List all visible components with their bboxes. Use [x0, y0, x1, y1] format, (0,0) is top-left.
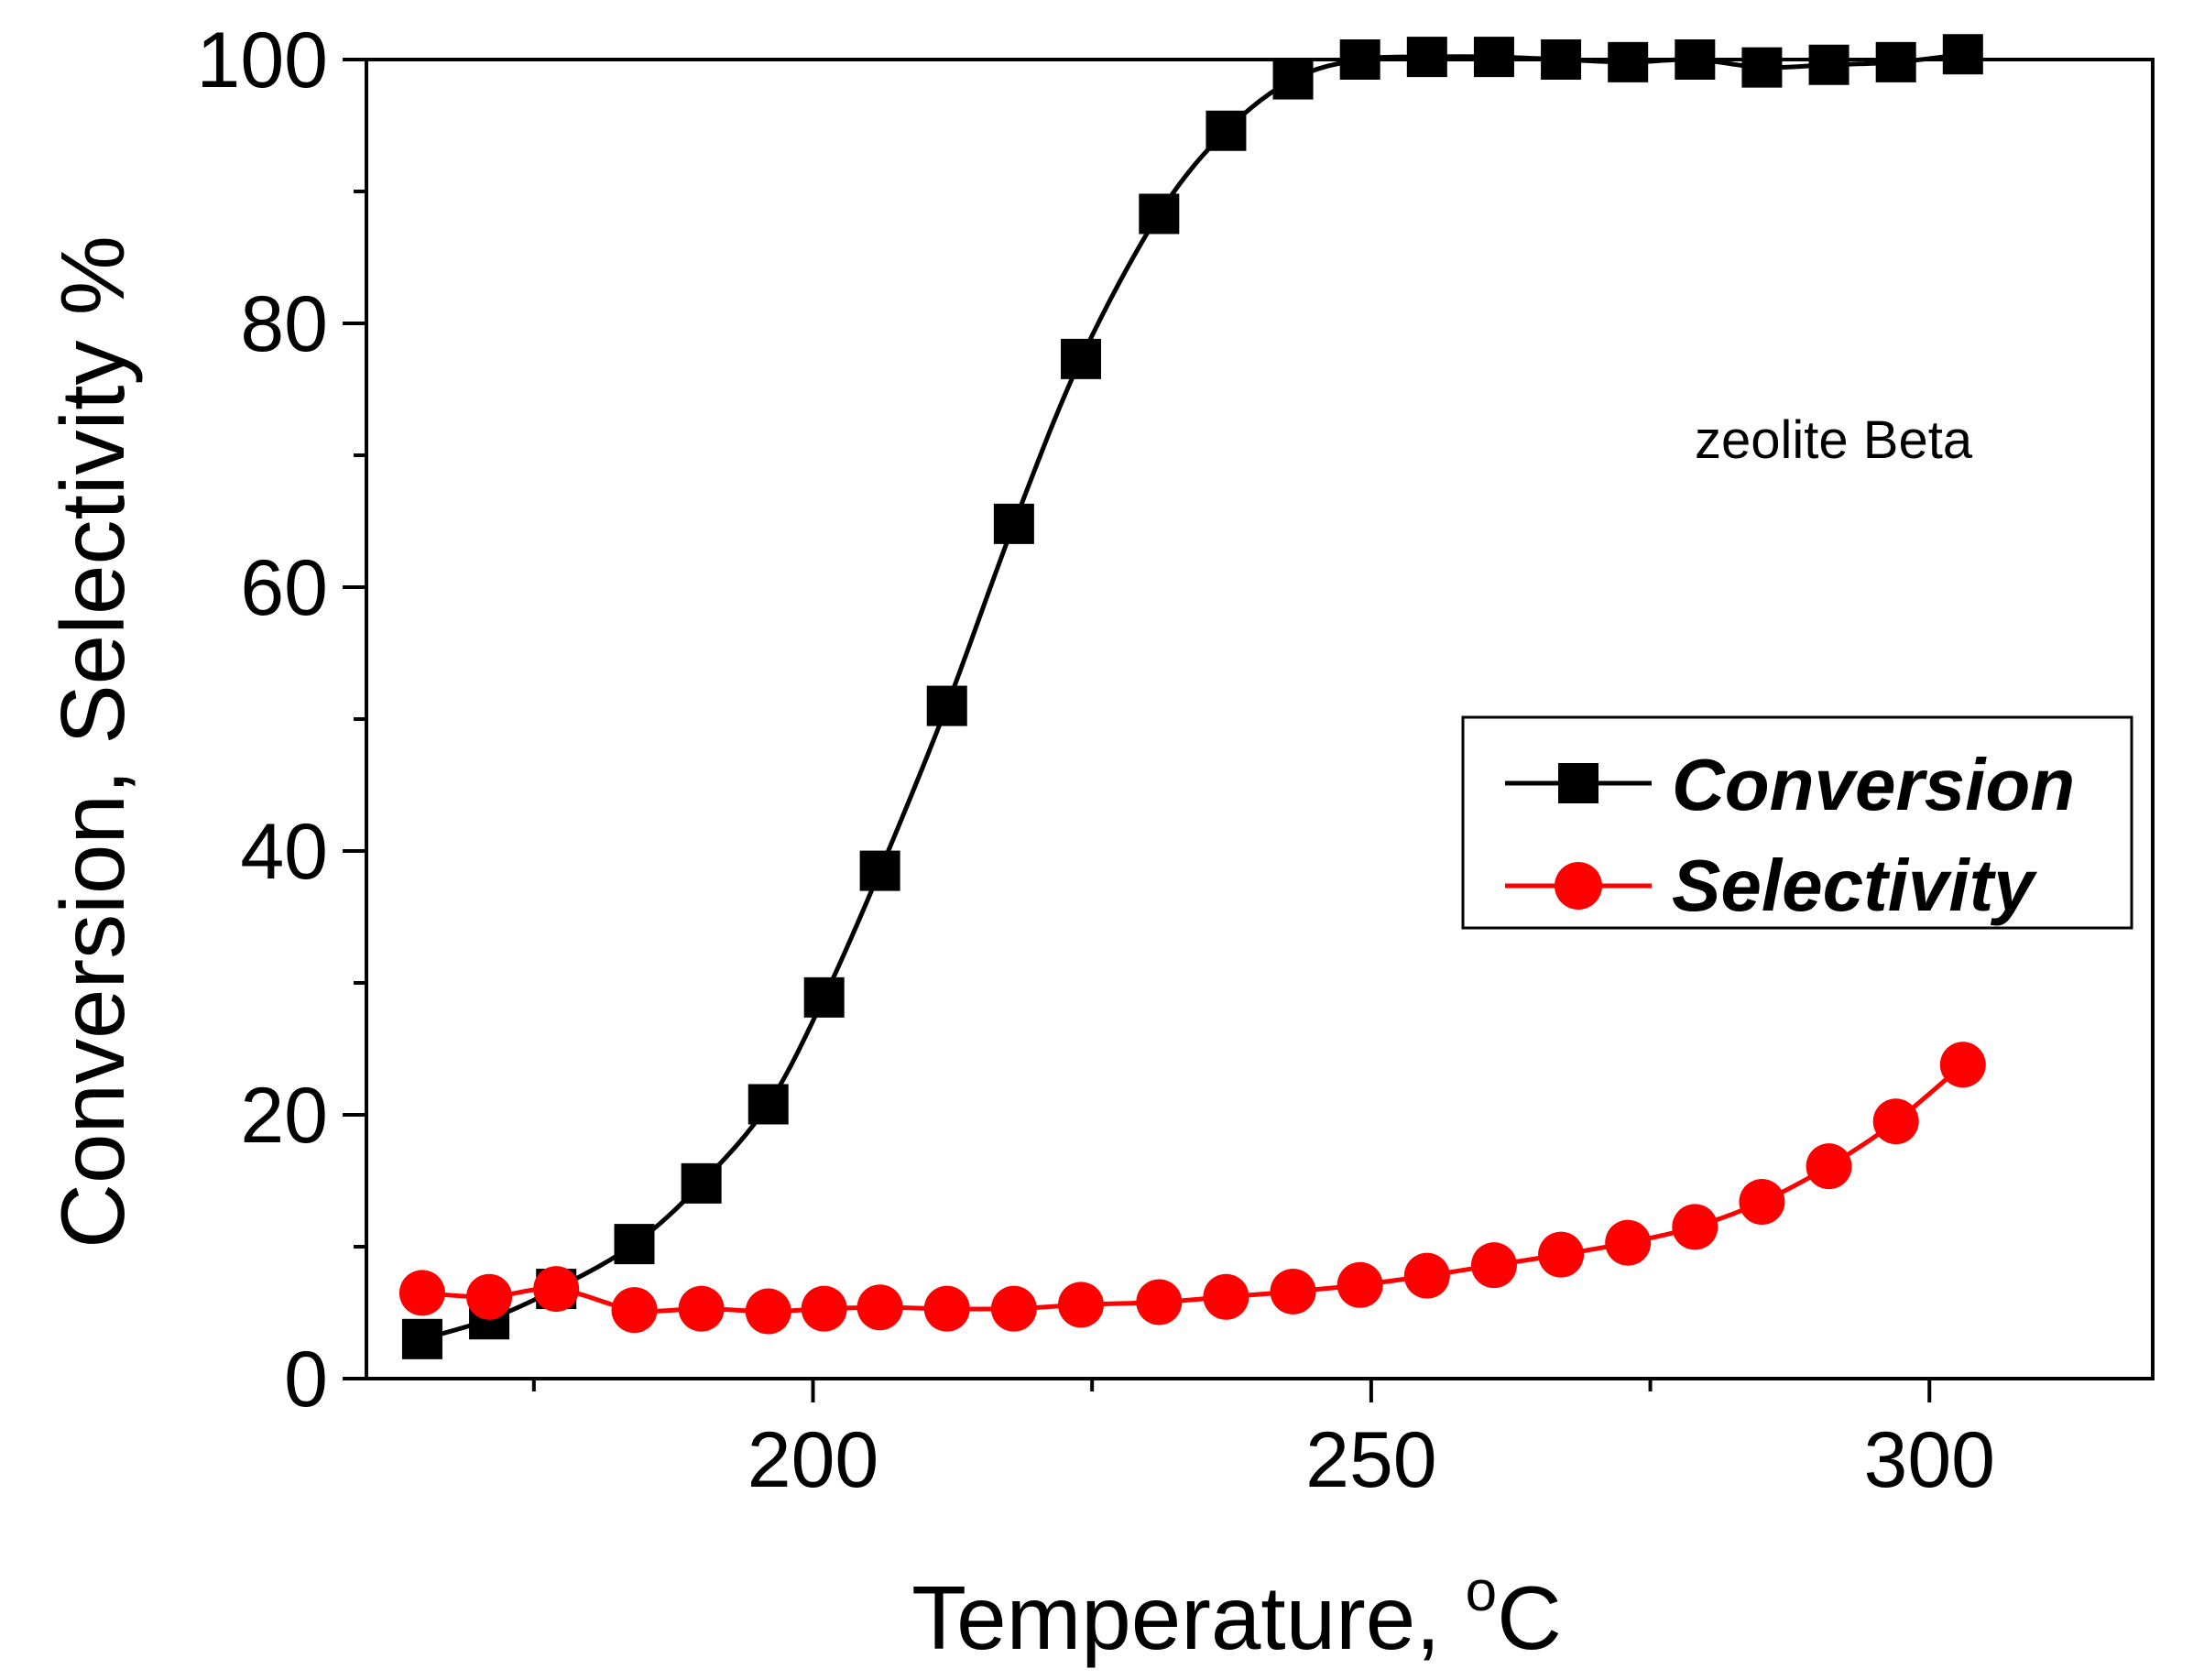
y-axis-title: Conversion, Selectivity % — [42, 235, 143, 1249]
data-point-conversion — [1942, 34, 1983, 75]
series-line-selectivity — [421, 1063, 1965, 1315]
data-point-selectivity — [1939, 1042, 1986, 1088]
data-point-conversion — [1741, 47, 1783, 88]
data-point-selectivity — [857, 1284, 903, 1331]
x-axis-title-superscript: o — [1466, 1560, 1497, 1623]
data-point-selectivity — [745, 1288, 791, 1335]
data-point-selectivity — [1806, 1143, 1852, 1190]
y-tick-label: 0 — [284, 1336, 328, 1424]
data-point-selectivity — [398, 1270, 445, 1316]
y-tick-label: 100 — [197, 16, 329, 104]
data-point-conversion — [1808, 44, 1849, 85]
y-tick-label: 80 — [240, 280, 328, 368]
data-point-conversion — [1206, 110, 1247, 151]
data-point-conversion — [1272, 59, 1314, 100]
data-point-conversion — [747, 1084, 789, 1125]
data-point-selectivity — [1739, 1179, 1785, 1226]
data-point-conversion — [1875, 41, 1916, 82]
data-point-selectivity — [990, 1285, 1037, 1332]
data-point-selectivity — [1403, 1252, 1450, 1299]
data-point-selectivity — [801, 1285, 847, 1332]
data-point-selectivity — [1270, 1268, 1316, 1315]
data-point-conversion — [993, 503, 1034, 544]
data-point-selectivity — [1470, 1242, 1517, 1289]
data-point-selectivity — [678, 1285, 725, 1332]
data-point-conversion — [1406, 37, 1447, 78]
data-point-selectivity — [923, 1285, 970, 1332]
y-tick-label: 60 — [240, 544, 328, 632]
data-point-selectivity — [1605, 1219, 1652, 1266]
y-tick-label: 40 — [240, 808, 328, 896]
data-point-conversion — [681, 1162, 722, 1204]
data-point-conversion — [1473, 37, 1514, 78]
data-point-conversion — [1675, 39, 1716, 80]
x-tick-label: 300 — [1864, 1416, 1996, 1504]
data-point-conversion — [1608, 41, 1649, 82]
y-tick-label: 20 — [240, 1072, 328, 1160]
annotation-zeolite-beta: zeolite Beta — [1695, 410, 1973, 470]
data-point-selectivity — [1672, 1204, 1718, 1250]
data-point-selectivity — [1337, 1261, 1383, 1308]
x-axis-title: Temperature, oC — [911, 1560, 1562, 1668]
data-point-conversion — [1139, 193, 1180, 235]
data-point-selectivity — [1203, 1273, 1249, 1320]
data-point-conversion — [926, 685, 967, 726]
data-point-selectivity — [466, 1273, 513, 1320]
legend-marker-conversion — [1558, 763, 1598, 803]
x-tick-label: 250 — [1305, 1416, 1437, 1504]
data-point-selectivity — [533, 1266, 580, 1313]
data-point-conversion — [803, 976, 845, 1018]
data-point-selectivity — [1058, 1282, 1104, 1328]
data-point-conversion — [1541, 39, 1582, 80]
x-tick-label: 200 — [747, 1416, 879, 1504]
series-line-conversion — [421, 51, 1964, 1342]
data-point-selectivity — [611, 1287, 658, 1334]
x-axis-title-text: Temperature, — [911, 1567, 1466, 1668]
data-point-selectivity — [1872, 1098, 1919, 1145]
data-point-selectivity — [1538, 1231, 1585, 1278]
data-point-conversion — [401, 1318, 442, 1359]
data-point-conversion — [614, 1224, 655, 1265]
data-point-conversion — [1061, 338, 1101, 379]
legend-label-selectivity: Selectivity — [1672, 845, 2037, 926]
legend-label-conversion: Conversion — [1672, 744, 2075, 825]
legend-marker-selectivity — [1555, 862, 1602, 910]
data-point-conversion — [1339, 39, 1380, 80]
data-point-conversion — [859, 850, 900, 891]
x-axis-title-unit: C — [1497, 1567, 1562, 1668]
data-point-selectivity — [1136, 1279, 1183, 1325]
legend: Conversion Selectivity — [1461, 715, 2133, 930]
